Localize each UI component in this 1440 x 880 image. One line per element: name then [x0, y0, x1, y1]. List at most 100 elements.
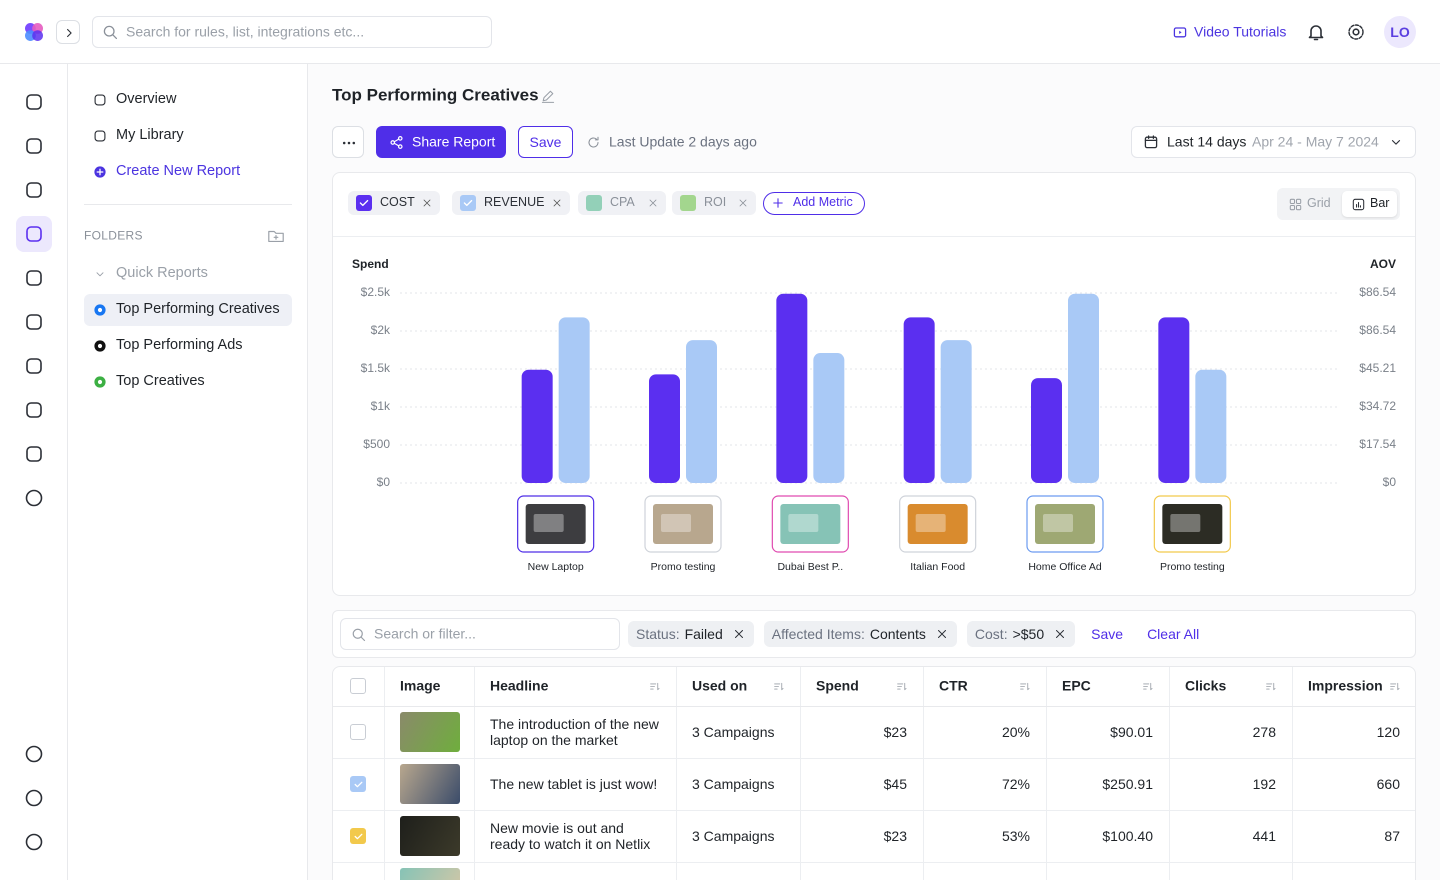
nav-item[interactable]: Create New Report	[116, 163, 241, 180]
filter-placeholder: Search or filter...	[374, 625, 476, 642]
add-metric[interactable]	[763, 192, 865, 215]
rail-icon[interactable]	[24, 92, 44, 112]
cell-value: 53%	[1001, 828, 1030, 844]
remove-metric[interactable]	[647, 197, 659, 209]
filter-clear[interactable]: Clear All	[1147, 626, 1200, 642]
sort-icon[interactable]	[1141, 680, 1154, 693]
metric-checkbox	[460, 195, 476, 211]
cell-text: $45	[816, 758, 907, 810]
metric-label: COST	[380, 195, 415, 210]
remove-filter[interactable]	[935, 627, 949, 641]
rail-icon[interactable]	[24, 268, 44, 288]
rail-icon[interactable]	[24, 832, 44, 852]
thumbnail	[780, 504, 841, 544]
bell-icon[interactable]	[1306, 22, 1326, 42]
header-checkbox[interactable]	[350, 678, 366, 694]
remove-filter-part	[1056, 630, 1065, 638]
folder-icon	[94, 340, 106, 352]
rail-icon[interactable]	[24, 444, 44, 464]
quick-reports[interactable]: Quick Reports	[116, 265, 208, 282]
bar	[686, 340, 717, 483]
view-grid[interactable]: Grid	[1307, 196, 1331, 211]
bar-icon-part	[1352, 198, 1364, 210]
sort-icon[interactable]	[1018, 680, 1031, 693]
report-title: Top Performing Creatives	[332, 85, 539, 105]
cell-value: 660	[1376, 776, 1400, 792]
add-folder-icon[interactable]	[267, 227, 285, 245]
remove-metric[interactable]	[551, 197, 563, 209]
folder-item[interactable]: Top Creatives	[116, 373, 205, 390]
filter-chip[interactable]: Cost: >$50	[966, 621, 1076, 647]
row-checkbox[interactable]	[350, 828, 366, 844]
sort-icon[interactable]	[648, 680, 661, 693]
cell-text: 53%	[939, 810, 1030, 862]
rail-icon[interactable]	[24, 356, 44, 376]
date-range: Last 14 days	[1167, 133, 1247, 150]
remove-filter[interactable]	[1053, 627, 1067, 641]
rail-icon[interactable]	[24, 400, 44, 420]
add-metric-label: Add Metric	[793, 195, 853, 210]
column-line	[800, 667, 801, 880]
filter-search-icon-part	[360, 636, 365, 641]
nav-icon	[94, 130, 106, 142]
search-box[interactable]	[92, 16, 492, 48]
thumbnail	[525, 504, 586, 544]
headline: The introduction of the new laptop on th…	[490, 716, 659, 748]
view-bar[interactable]: Bar	[1370, 196, 1390, 211]
thumbnail	[1162, 504, 1223, 544]
more-button[interactable]	[332, 126, 364, 158]
remove-metric[interactable]	[737, 197, 749, 209]
video-tutorials-link[interactable]: Video Tutorials	[1194, 23, 1287, 40]
bar	[1158, 317, 1190, 483]
column-line	[1169, 667, 1170, 880]
sort-icon[interactable]	[1264, 680, 1277, 693]
sort-icon[interactable]	[772, 680, 785, 693]
bar	[521, 369, 553, 483]
rail-icon[interactable]	[24, 224, 44, 244]
filter-chip[interactable]: Status: Failed	[628, 621, 754, 647]
metric-label: REVENUE	[484, 195, 545, 210]
rail-icon[interactable]	[24, 312, 44, 332]
rail-active	[16, 216, 52, 252]
bar	[776, 293, 808, 483]
row-checkbox[interactable]	[350, 724, 366, 740]
column-header: Clicks	[1185, 677, 1227, 694]
bar	[558, 317, 590, 483]
refresh-icon-part	[587, 136, 599, 147]
share-button[interactable]	[376, 126, 506, 158]
y2-tick-label: $45.21	[1359, 361, 1396, 375]
filter-search[interactable]	[340, 618, 620, 650]
date-picker[interactable]	[1131, 126, 1416, 158]
folder-item[interactable]: Top Performing Creatives	[116, 301, 280, 318]
cell-text: 3 Campaigns	[692, 706, 784, 758]
filter-chip[interactable]: Affected Items: Contents	[763, 621, 957, 647]
sort-icon[interactable]	[895, 680, 908, 693]
remove-filter[interactable]	[732, 627, 746, 641]
save-button[interactable]: Save	[518, 126, 573, 158]
rail-icon[interactable]	[24, 788, 44, 808]
settings-icon[interactable]	[1346, 22, 1366, 42]
y-tick-label: $2k	[371, 323, 391, 337]
refresh-icon	[587, 136, 599, 147]
view-active[interactable]	[1342, 191, 1397, 217]
sort-icon[interactable]	[1388, 680, 1401, 693]
nav-item[interactable]: My Library	[116, 127, 184, 144]
expand-button[interactable]	[56, 20, 80, 44]
y-tick-label: $1.5k	[361, 361, 391, 375]
rail-icon[interactable]	[24, 136, 44, 156]
edit-icon[interactable]	[540, 88, 556, 104]
rail-icon[interactable]	[24, 180, 44, 200]
folder-item[interactable]: Top Performing Ads	[116, 337, 243, 354]
cell-text: 3 Campaigns	[692, 810, 784, 862]
rail-icon[interactable]	[24, 744, 44, 764]
share-icon-part	[389, 139, 395, 145]
nav-item[interactable]: Overview	[116, 91, 177, 108]
avatar[interactable]: LO	[1384, 16, 1416, 48]
thumbnail	[907, 504, 968, 544]
remove-metric[interactable]	[421, 197, 433, 209]
filter-save[interactable]: Save	[1091, 626, 1124, 642]
y-tick-label: $2.5k	[361, 285, 391, 299]
row-checkbox[interactable]	[350, 776, 366, 792]
rail-icon[interactable]	[24, 488, 44, 508]
share-label: Share Report	[412, 133, 496, 150]
